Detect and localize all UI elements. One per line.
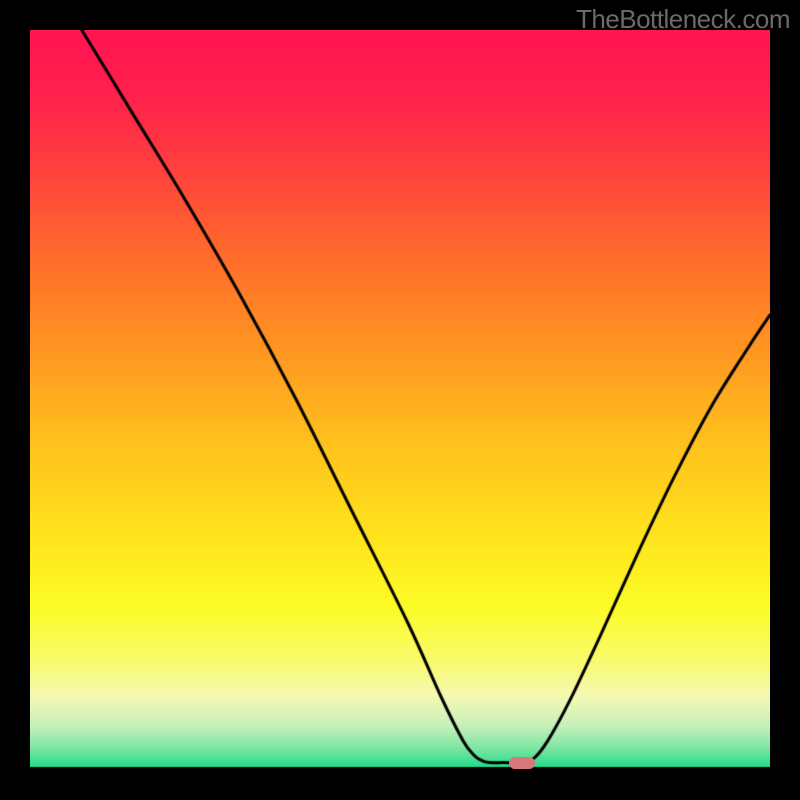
- watermark-text: TheBottleneck.com: [576, 4, 790, 35]
- bottleneck-curve-chart: [30, 30, 770, 770]
- chart-plot-area: [30, 30, 770, 770]
- curve-minimum-marker: [509, 757, 535, 769]
